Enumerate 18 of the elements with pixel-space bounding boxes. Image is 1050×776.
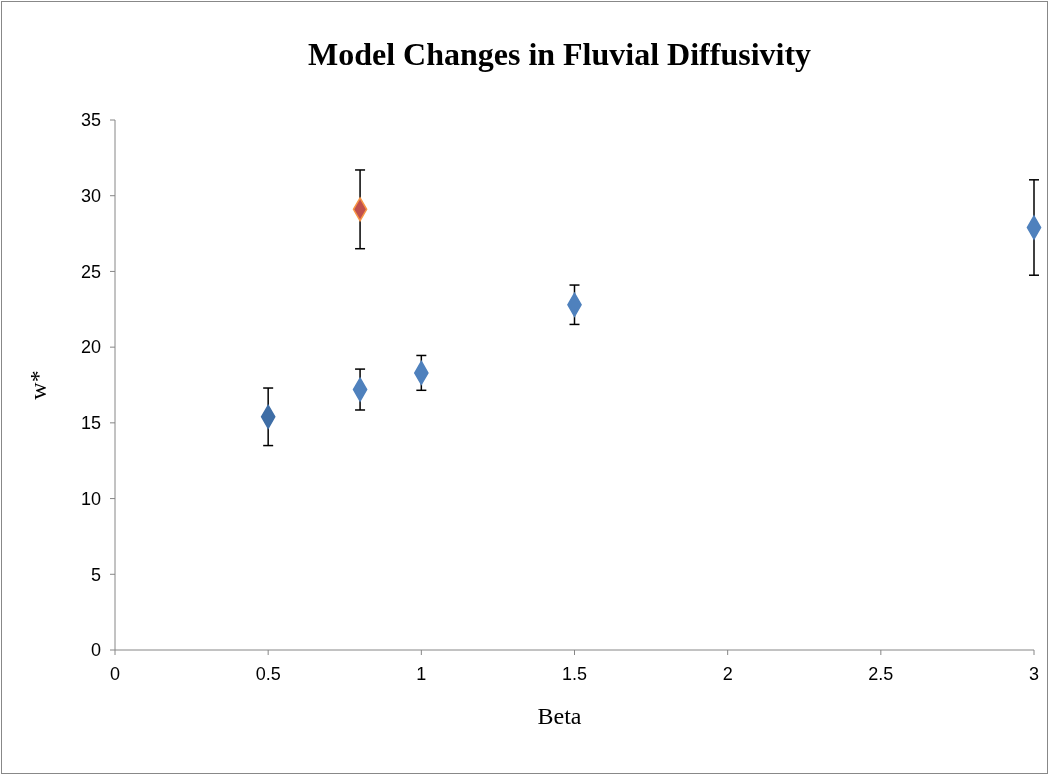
y-tick-label: 10 [80,488,101,509]
y-tick-label: 25 [80,261,101,282]
y-tick-label: 0 [90,640,101,661]
x-tick-label: 1.5 [561,664,588,684]
y-tick-label: 35 [80,110,101,131]
y-axis-title: w* [25,370,51,400]
x-tick-label: 3 [1028,664,1040,684]
x-axis-title: Beta [537,703,582,729]
x-tick-label: 2.5 [868,664,894,684]
x-tick-label: 0 [109,664,121,684]
x-tick-label: 1 [416,664,427,684]
x-tick-label: 0.5 [255,664,281,684]
y-tick-label: 5 [90,564,101,585]
y-tick-label: 15 [80,413,101,434]
x-tick-label: 2 [722,664,733,684]
y-tick-label: 30 [80,186,101,207]
y-tick-label: 20 [80,337,101,358]
chart-title: Model Changes in Fluvial Diffusivity [307,36,812,72]
